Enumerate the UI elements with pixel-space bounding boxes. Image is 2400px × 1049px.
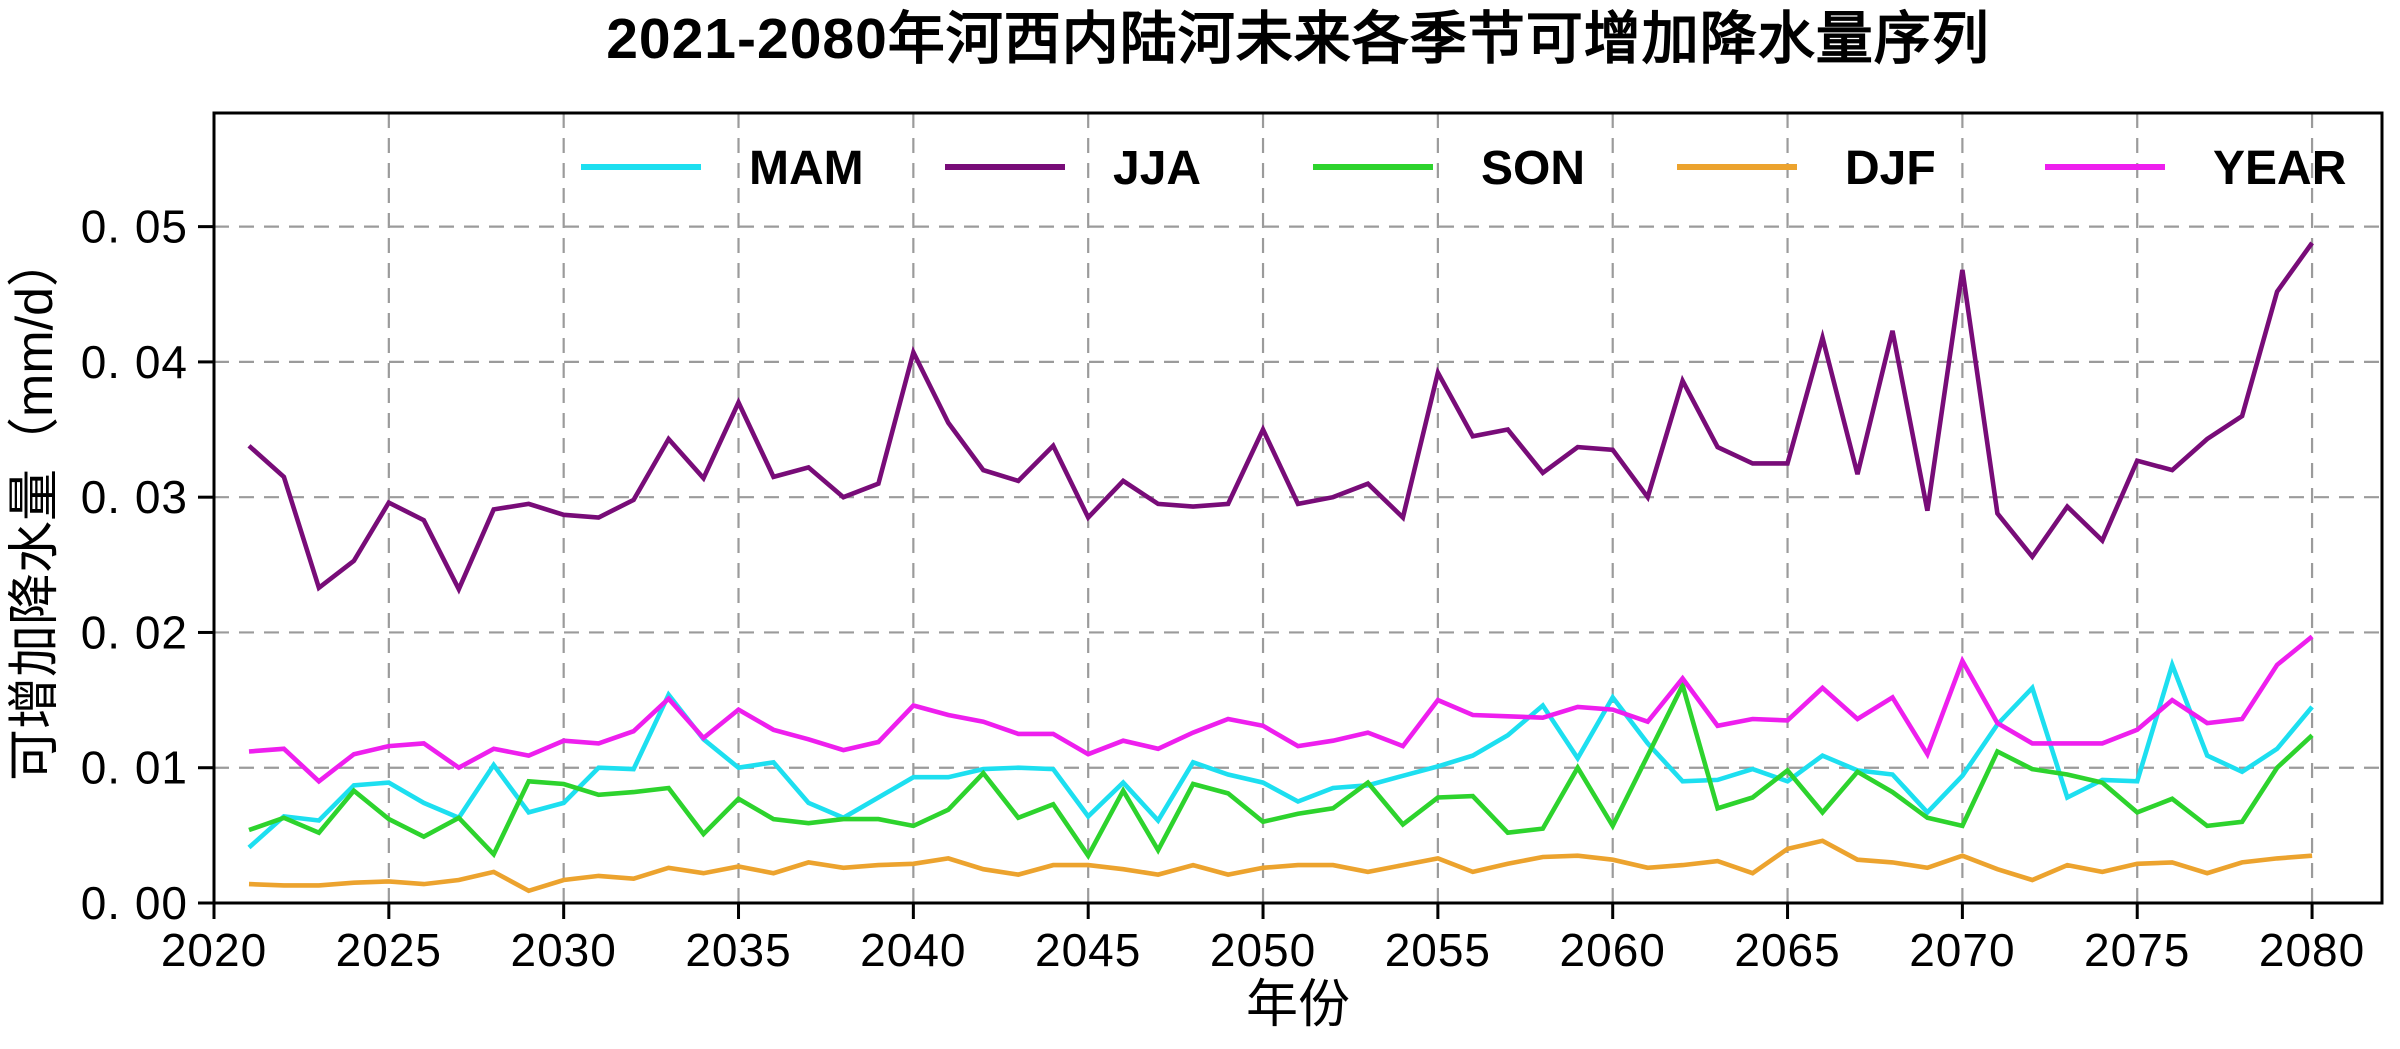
y-tick-label: 0. 01 — [81, 742, 188, 794]
grid-lines — [214, 113, 2382, 903]
x-tick-labels: 2020 2025 2030 2035 2040 2045 2050 2055 2060 2065… — [161, 924, 2365, 976]
series-line-JJA — [247, 241, 2314, 595]
x-tick-label: 2050 — [1210, 924, 1316, 976]
x-tick-label: 2030 — [511, 924, 617, 976]
legend-label-SON: SON — [1481, 142, 1585, 195]
legend: MAM JJA SON DJF YEAR — [581, 142, 2346, 195]
legend-item-YEAR: YEAR — [2045, 142, 2346, 195]
legend-item-SON: SON — [1313, 142, 1585, 195]
y-tick-label: 0. 03 — [81, 471, 188, 523]
legend-label-YEAR: YEAR — [2213, 142, 2346, 195]
x-tick-label: 2025 — [336, 924, 442, 976]
series-line-MAM — [247, 657, 2314, 850]
legend-label-DJF: DJF — [1845, 142, 1936, 195]
y-tick-label: 0. 00 — [81, 877, 188, 929]
y-tick-labels: 0. 00 0. 01 0. 02 0. 03 0. 04 0. 05 — [81, 201, 188, 929]
x-tick-label: 2045 — [1035, 924, 1141, 976]
axis-ticks — [198, 225, 2314, 919]
x-tick-label: 2075 — [2084, 924, 2190, 976]
legend-label-MAM: MAM — [749, 142, 864, 195]
x-tick-label: 2060 — [1560, 924, 1666, 976]
legend-item-JJA: JJA — [945, 142, 1201, 195]
x-tick-label: 2040 — [860, 924, 966, 976]
plot-border — [212, 111, 2384, 905]
legend-label-JJA: JJA — [1113, 142, 1201, 195]
x-tick-label: 2055 — [1385, 924, 1491, 976]
series-line-DJF — [248, 838, 2313, 894]
y-tick-label: 0. 05 — [81, 201, 188, 253]
y-tick-label: 0. 04 — [81, 336, 188, 388]
x-tick-label: 2080 — [2259, 924, 2365, 976]
legend-item-DJF: DJF — [1677, 142, 1936, 195]
x-tick-label: 2035 — [685, 924, 791, 976]
x-tick-label: 2065 — [1734, 924, 1840, 976]
y-tick-label: 0. 02 — [81, 606, 188, 658]
series-lines — [247, 241, 2314, 894]
chart-title: 2021-2080年河西内陆河未来各季节可增加降水量序列 — [606, 7, 1990, 71]
x-tick-label: 2070 — [1909, 924, 2015, 976]
y-axis-label: 可增加降水量（mm/d） — [6, 235, 64, 781]
series-line-YEAR — [248, 634, 2314, 785]
x-axis-label: 年份 — [1246, 976, 1350, 1034]
series-line-SON — [248, 678, 2314, 861]
x-tick-label: 2020 — [161, 924, 267, 976]
legend-item-MAM: MAM — [581, 142, 864, 195]
